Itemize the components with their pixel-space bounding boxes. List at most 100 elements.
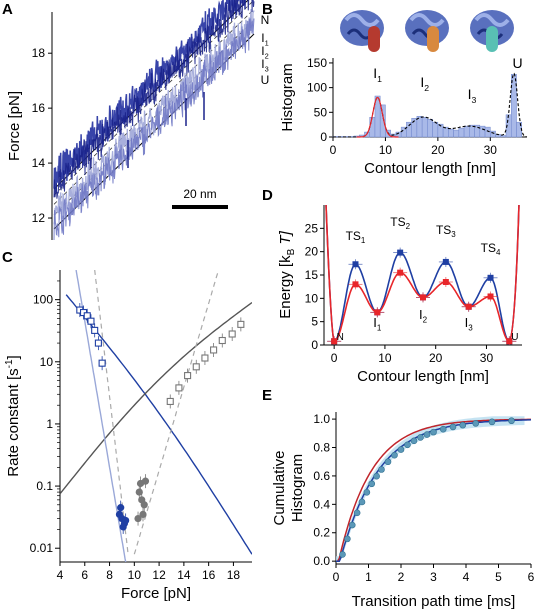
strand-shape	[344, 13, 380, 27]
cumulative-curve	[336, 418, 531, 562]
data-point	[175, 384, 183, 392]
x-tick-label: 18	[227, 568, 241, 582]
panel-e: 0.0 0.2 0.4 0.6 0.8 1.0 0 1 2 3 4 5 6 Transition path…	[271, 412, 535, 610]
plot-area	[60, 270, 252, 562]
protein-structure-icon	[405, 10, 449, 52]
data-point	[391, 451, 398, 459]
data-point	[94, 339, 102, 347]
model-curve	[60, 301, 252, 495]
highlight-helix	[486, 26, 498, 52]
histogram-bar	[479, 125, 486, 138]
x-tick-label: 6	[81, 568, 88, 582]
trace-lower	[53, 18, 255, 241]
state-label: I1	[373, 65, 382, 84]
y-tick-label: 0.4	[313, 497, 330, 511]
state-label: N	[261, 13, 270, 27]
x-tick-label: 2	[398, 570, 405, 584]
state-label: I3	[465, 315, 474, 333]
x-tick-label: 16	[202, 568, 216, 582]
plot-area	[325, 205, 520, 345]
data-point	[117, 504, 125, 512]
data-point	[487, 274, 494, 281]
x-tick-label: 1	[365, 570, 372, 584]
x-tick-label: 20	[429, 351, 443, 365]
data-point	[210, 346, 218, 354]
histogram-bar	[421, 117, 428, 138]
strand-shape	[409, 13, 445, 27]
highlight-helix	[427, 26, 439, 52]
state-line	[53, 8, 255, 205]
data-point	[218, 336, 226, 345]
data-point	[363, 489, 371, 496]
state-label: I3	[261, 57, 268, 73]
x-tick-label: 14	[177, 568, 191, 582]
y-tick-label: 0.0	[313, 554, 330, 568]
x-tick-label: 10	[378, 351, 392, 365]
x-axis-label: Transition path time [ms]	[352, 593, 516, 610]
x-tick-label: 4	[463, 570, 470, 584]
data-point	[374, 309, 381, 316]
state-label: I2	[261, 44, 268, 60]
data-point	[465, 303, 472, 310]
data-point	[352, 281, 359, 288]
data-point	[442, 279, 449, 285]
y-tick-label: 15	[305, 268, 319, 282]
y-tick-label: 100	[33, 293, 53, 307]
histogram-bar	[379, 104, 386, 138]
data-point	[98, 359, 106, 367]
y-tick-label: 1.0	[313, 412, 330, 426]
state-label: I1	[373, 315, 382, 333]
data-point	[506, 338, 513, 345]
x-tick-label: 6	[528, 570, 535, 584]
histogram-bar	[442, 126, 449, 138]
data-point	[420, 294, 426, 301]
data-point	[339, 551, 346, 558]
ts-label: TS3	[436, 223, 456, 239]
y-tick-label: 14	[32, 156, 46, 170]
x-tick-label: 0	[331, 351, 338, 365]
x-tick-label: 12	[152, 568, 166, 582]
histogram-bar	[500, 135, 507, 138]
y-tick-label: 25	[305, 221, 319, 235]
data-point	[87, 317, 95, 325]
histogram-bar	[453, 129, 460, 138]
panel-label-b: B	[262, 1, 273, 18]
ts-label: TS1	[346, 229, 366, 245]
state-label: N	[337, 332, 344, 343]
state-label: U	[512, 55, 522, 71]
state-label: U	[511, 332, 518, 343]
y-tick-label: 1	[46, 417, 53, 431]
model-curve	[133, 270, 220, 555]
data-point	[472, 420, 480, 427]
histogram-bar	[427, 118, 433, 138]
data-point	[134, 514, 142, 523]
x-tick-label: 4	[57, 568, 64, 582]
histogram-bar	[458, 127, 465, 138]
state-label: U	[261, 73, 270, 87]
x-tick-label: 0	[333, 570, 340, 584]
data-point	[184, 372, 192, 380]
data-point	[368, 480, 376, 488]
data-point	[449, 423, 457, 431]
data-point	[397, 269, 404, 276]
y-tick-label: 0.01	[30, 541, 54, 555]
data-point	[166, 397, 174, 406]
y-tick-label: 0	[311, 338, 318, 352]
x-tick-label: 30	[480, 351, 494, 365]
y-tick-label: 100	[307, 81, 327, 95]
histogram-bar	[484, 126, 491, 138]
y-tick-label: 0	[320, 130, 327, 144]
y-tick-label: 0.1	[36, 479, 53, 493]
data-point	[439, 425, 447, 433]
y-tick-label: 5	[311, 315, 318, 329]
data-point	[397, 249, 404, 256]
y-tick-label: 20	[305, 245, 319, 259]
data-point	[410, 437, 418, 445]
data-point	[353, 509, 361, 517]
state-label: I2	[420, 74, 429, 93]
data-point	[508, 417, 515, 425]
data-point	[442, 258, 449, 265]
y-axis-label: Force [pN]	[6, 91, 23, 161]
data-point	[404, 441, 411, 449]
data-point	[122, 516, 130, 525]
